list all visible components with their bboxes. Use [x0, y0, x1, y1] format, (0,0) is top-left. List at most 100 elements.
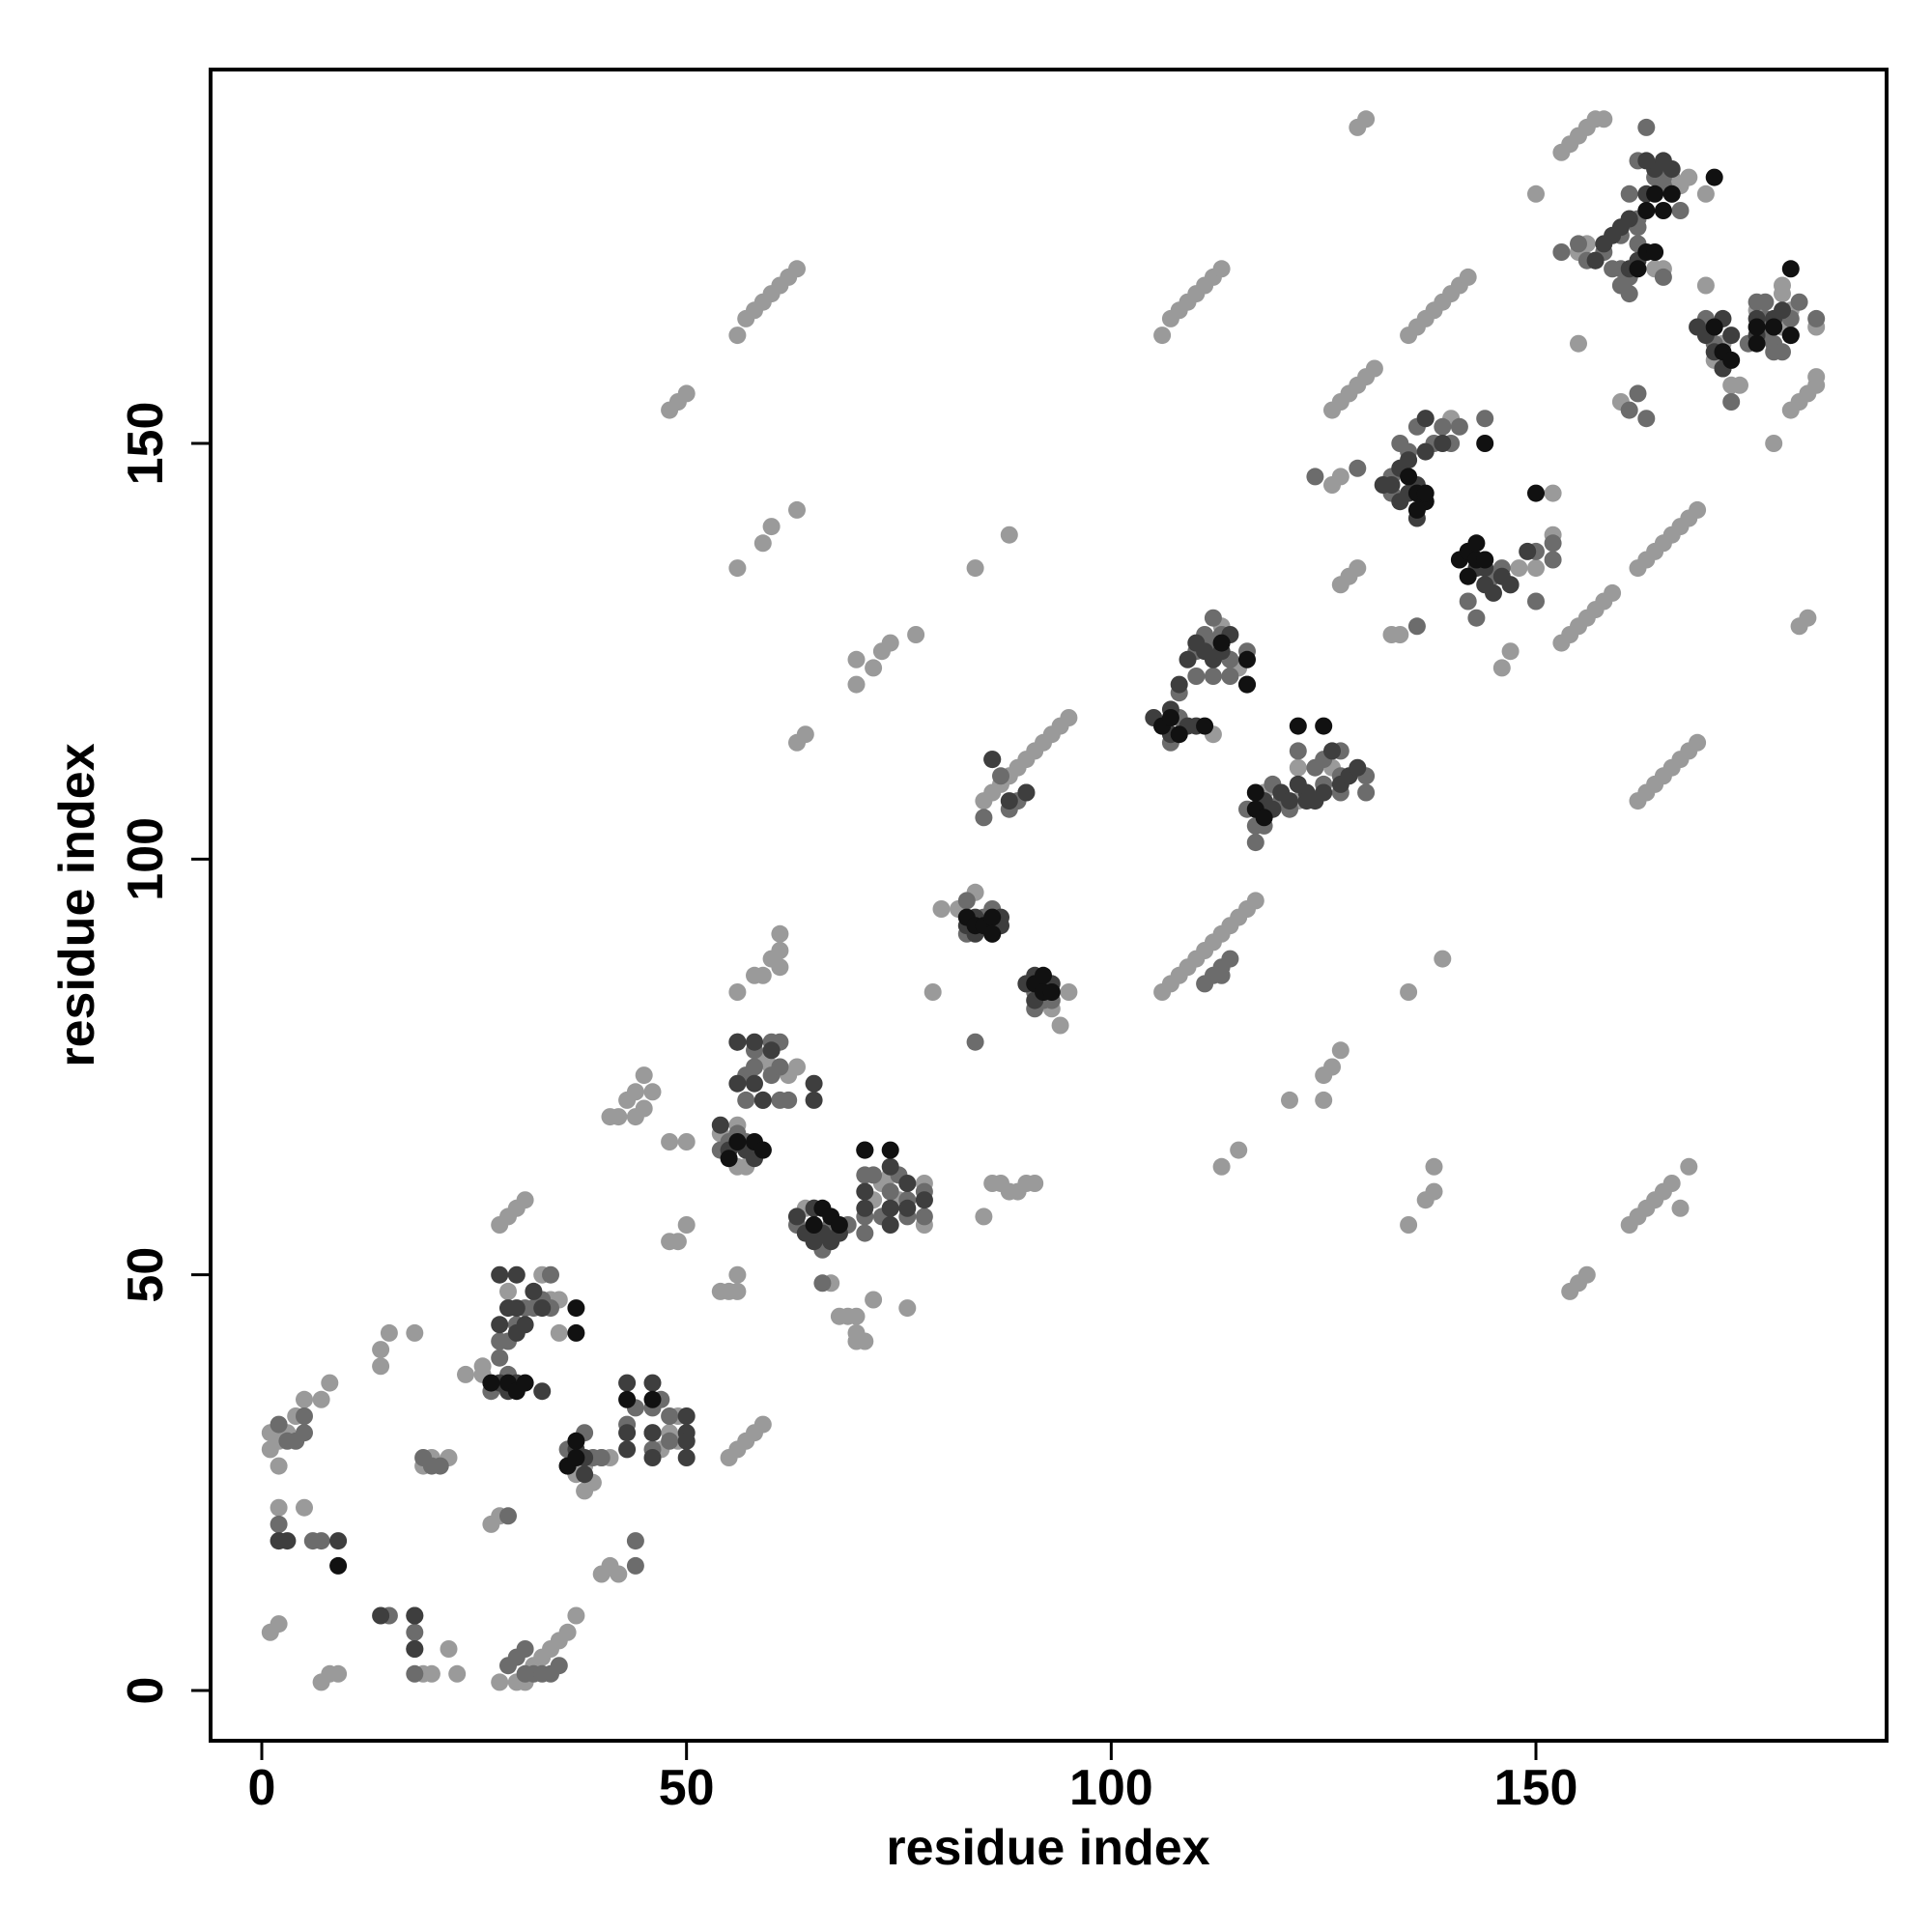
data-point — [1017, 783, 1036, 802]
data-point — [1246, 783, 1264, 802]
data-point — [1485, 583, 1502, 602]
data-point — [992, 767, 1009, 785]
data-point — [856, 1332, 874, 1350]
data-point — [491, 1265, 509, 1284]
data-point — [567, 1432, 585, 1450]
data-point — [788, 260, 806, 278]
data-point — [1570, 334, 1587, 353]
data-point — [898, 1299, 917, 1318]
data-point — [643, 1424, 662, 1442]
data-point — [1689, 500, 1707, 519]
data-point — [1238, 675, 1256, 694]
data-point — [1501, 642, 1520, 661]
data-point — [1349, 559, 1367, 578]
data-point — [1382, 476, 1401, 494]
data-point — [1671, 1199, 1690, 1217]
data-point — [728, 1133, 747, 1151]
data-point — [1577, 1265, 1596, 1284]
x-axis: 0 50 100 150 — [248, 1741, 1577, 1816]
data-point — [312, 1532, 330, 1550]
data-point — [1187, 668, 1206, 685]
data-point — [788, 1208, 806, 1226]
data-point — [1331, 468, 1350, 486]
data-point — [296, 1407, 313, 1425]
data-point — [491, 1316, 509, 1334]
data-point — [635, 1099, 653, 1118]
data-point — [728, 983, 747, 1001]
data-point — [1527, 592, 1545, 611]
data-point — [1391, 626, 1409, 643]
data-point — [1407, 617, 1426, 636]
data-point — [805, 1091, 823, 1109]
data-point — [1349, 459, 1367, 477]
data-point — [533, 1382, 552, 1401]
data-point — [1552, 243, 1571, 261]
data-point — [1527, 185, 1545, 203]
data-point — [1662, 185, 1681, 203]
data-point — [975, 809, 993, 827]
data-point — [865, 1291, 883, 1309]
data-point — [932, 900, 951, 918]
data-point — [975, 1208, 993, 1226]
data-point — [1696, 276, 1715, 295]
data-point — [1696, 185, 1715, 203]
data-point — [746, 1058, 763, 1076]
data-point — [1434, 417, 1452, 436]
data-point — [1586, 251, 1605, 270]
data-point — [1365, 359, 1383, 378]
data-point — [1434, 950, 1452, 968]
data-point — [1221, 950, 1239, 968]
data-point — [728, 1282, 747, 1300]
data-point — [550, 1323, 568, 1342]
data-point — [1722, 351, 1741, 369]
data-point — [1662, 160, 1681, 178]
data-point — [1357, 783, 1376, 802]
data-point — [516, 1316, 534, 1334]
data-point — [1315, 783, 1333, 802]
data-point — [1790, 293, 1808, 311]
data-point — [966, 559, 984, 578]
data-point — [1467, 609, 1486, 627]
data-point — [898, 1175, 917, 1192]
data-point — [1747, 334, 1766, 353]
data-point — [567, 1606, 585, 1625]
data-point — [380, 1323, 398, 1342]
data-point — [1604, 583, 1622, 602]
data-point — [643, 1374, 662, 1392]
data-point — [1654, 268, 1672, 286]
data-point — [1646, 185, 1664, 203]
data-point — [1774, 301, 1791, 320]
data-point — [661, 1407, 679, 1425]
data-point — [1060, 709, 1078, 726]
data-point — [966, 1033, 984, 1051]
data-point — [898, 1199, 917, 1217]
data-point — [618, 1440, 637, 1459]
y-axis-title: residue index — [49, 743, 105, 1066]
data-point — [270, 1457, 288, 1475]
data-point — [1476, 435, 1494, 452]
data-point — [1281, 1091, 1298, 1109]
data-point — [1323, 742, 1341, 760]
data-point — [1060, 983, 1078, 1001]
data-point — [881, 1157, 899, 1176]
data-point — [677, 1407, 696, 1425]
data-point — [1400, 983, 1418, 1001]
data-point — [1570, 235, 1587, 253]
data-point — [567, 1449, 585, 1466]
data-point — [643, 1083, 662, 1101]
data-point — [473, 1357, 492, 1376]
data-point — [270, 1415, 288, 1434]
data-point — [610, 1565, 628, 1583]
data-point — [677, 1449, 696, 1466]
data-point — [1637, 410, 1656, 428]
data-point — [1042, 983, 1061, 1001]
data-point — [1416, 442, 1435, 461]
data-point — [533, 1299, 552, 1318]
data-point — [1620, 210, 1638, 228]
data-point — [1315, 717, 1333, 735]
data-point — [329, 1532, 348, 1550]
data-point — [1434, 435, 1452, 452]
data-point — [661, 1432, 679, 1450]
data-point — [1407, 500, 1426, 519]
data-point — [1799, 609, 1817, 627]
